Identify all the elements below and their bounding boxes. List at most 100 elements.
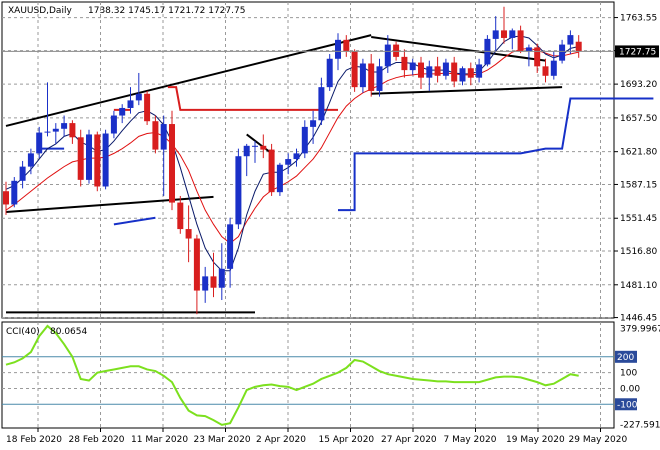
- y-tick-label: 1481.10: [620, 281, 657, 291]
- candle-body: [94, 134, 101, 187]
- candle-body: [27, 153, 34, 167]
- ohlc-readout: 1738.32 1745.17 1721.72 1727.75: [88, 6, 245, 16]
- candle-body: [492, 30, 499, 39]
- candle-body: [459, 68, 466, 82]
- candle-body: [301, 126, 308, 154]
- candle-body: [235, 156, 242, 225]
- candle-body: [177, 202, 184, 230]
- candle-body: [575, 41, 582, 52]
- cci-level-label: -100: [617, 400, 638, 410]
- candle-body: [243, 145, 250, 157]
- candle-body: [509, 30, 516, 38]
- candle-body: [11, 180, 18, 205]
- candle-body: [476, 64, 483, 78]
- step-level-line: [338, 97, 654, 212]
- x-tick-label: 15 Apr 2020: [319, 435, 375, 445]
- chart-title: XAUUSD,Daily: [8, 6, 72, 16]
- current-price-box: [615, 45, 659, 58]
- ma-fast-line: [5, 35, 579, 272]
- candle-body: [409, 62, 416, 71]
- candle-body: [110, 115, 117, 134]
- candle-body: [293, 153, 300, 160]
- x-tick-label: 29 May 2020: [569, 435, 628, 445]
- y-tick-label: 1657.50: [620, 114, 657, 124]
- x-tick-label: 2 Apr 2020: [256, 435, 306, 445]
- candle-body: [534, 47, 541, 67]
- x-tick-label: 23 Mar 2020: [194, 435, 251, 445]
- candle-body: [185, 229, 192, 239]
- candle-body: [61, 123, 68, 129]
- candle-body: [44, 131, 51, 133]
- candle-body: [119, 107, 126, 116]
- candle-body: [276, 164, 283, 193]
- candle-body: [351, 51, 358, 88]
- candle-body: [52, 128, 59, 132]
- candle-body: [434, 66, 441, 76]
- candle-body: [252, 145, 258, 147]
- candle-body: [343, 39, 350, 52]
- candle-body: [550, 60, 557, 76]
- y-tick-label: 1587.15: [620, 180, 657, 190]
- ma-slow-line: [5, 47, 579, 244]
- candle-body: [135, 93, 142, 101]
- candle-body: [401, 56, 408, 71]
- candle-body: [218, 268, 225, 288]
- candle-body: [77, 137, 84, 180]
- candle-body: [202, 276, 209, 291]
- candle-body: [19, 166, 26, 181]
- candle-body: [193, 238, 200, 291]
- y-tick-label: 1516.80: [620, 247, 657, 257]
- step-level-line: [167, 86, 338, 111]
- candle-body: [36, 132, 43, 154]
- candle-body: [426, 66, 433, 78]
- candle-body: [542, 66, 549, 76]
- x-tick-label: 28 Feb 2020: [69, 435, 125, 445]
- current-price-label: 1727.75: [619, 47, 656, 57]
- cci-pane: [1, 321, 615, 429]
- y-tick-label: 1551.45: [620, 214, 657, 224]
- candle-body: [318, 87, 325, 121]
- trendline: [371, 36, 546, 62]
- cci-label: CCI(40): [6, 327, 40, 337]
- cci-level-box: [615, 398, 637, 411]
- y-tick-label: 1621.80: [620, 148, 657, 158]
- trendline: [5, 34, 372, 127]
- cci-level-label: 200: [617, 353, 634, 363]
- cci-tick-label: 100: [620, 369, 637, 379]
- cci-line: [5, 324, 579, 426]
- candle-body: [310, 120, 317, 127]
- candle-body: [127, 100, 134, 108]
- candle-body: [368, 63, 375, 91]
- candle-body: [169, 124, 175, 203]
- candle-body: [376, 66, 383, 91]
- trendline: [5, 195, 214, 214]
- candle-body: [467, 68, 474, 78]
- candle-body: [418, 62, 424, 78]
- candle-body: [260, 145, 267, 150]
- candle-body: [335, 39, 341, 59]
- y-tick-label: 1693.20: [620, 80, 657, 90]
- cci-tick-label: -227.591: [620, 420, 660, 430]
- candle-body: [3, 191, 9, 205]
- y-tick-label: 1446.45: [620, 314, 657, 324]
- candle-body: [102, 133, 109, 187]
- x-tick-label: 11 Mar 2020: [131, 435, 188, 445]
- candle-body: [152, 121, 159, 150]
- candle-body: [559, 44, 566, 61]
- step-level-line: [113, 216, 156, 226]
- candle-body: [210, 276, 217, 288]
- candle-body: [144, 93, 151, 122]
- cci-level-box: [615, 350, 637, 363]
- x-tick-label: 7 May 2020: [444, 435, 497, 445]
- cci-tick-label: 0.00: [620, 384, 640, 394]
- candle-body: [160, 124, 167, 150]
- candle-body: [442, 62, 449, 76]
- cci-tick-label: 379.9967: [620, 324, 660, 334]
- candle-body: [326, 58, 333, 88]
- candle-body: [227, 224, 234, 269]
- candle-body: [86, 134, 92, 180]
- candle-body: [69, 123, 76, 138]
- candle-body: [359, 63, 366, 88]
- candle-body: [285, 159, 292, 165]
